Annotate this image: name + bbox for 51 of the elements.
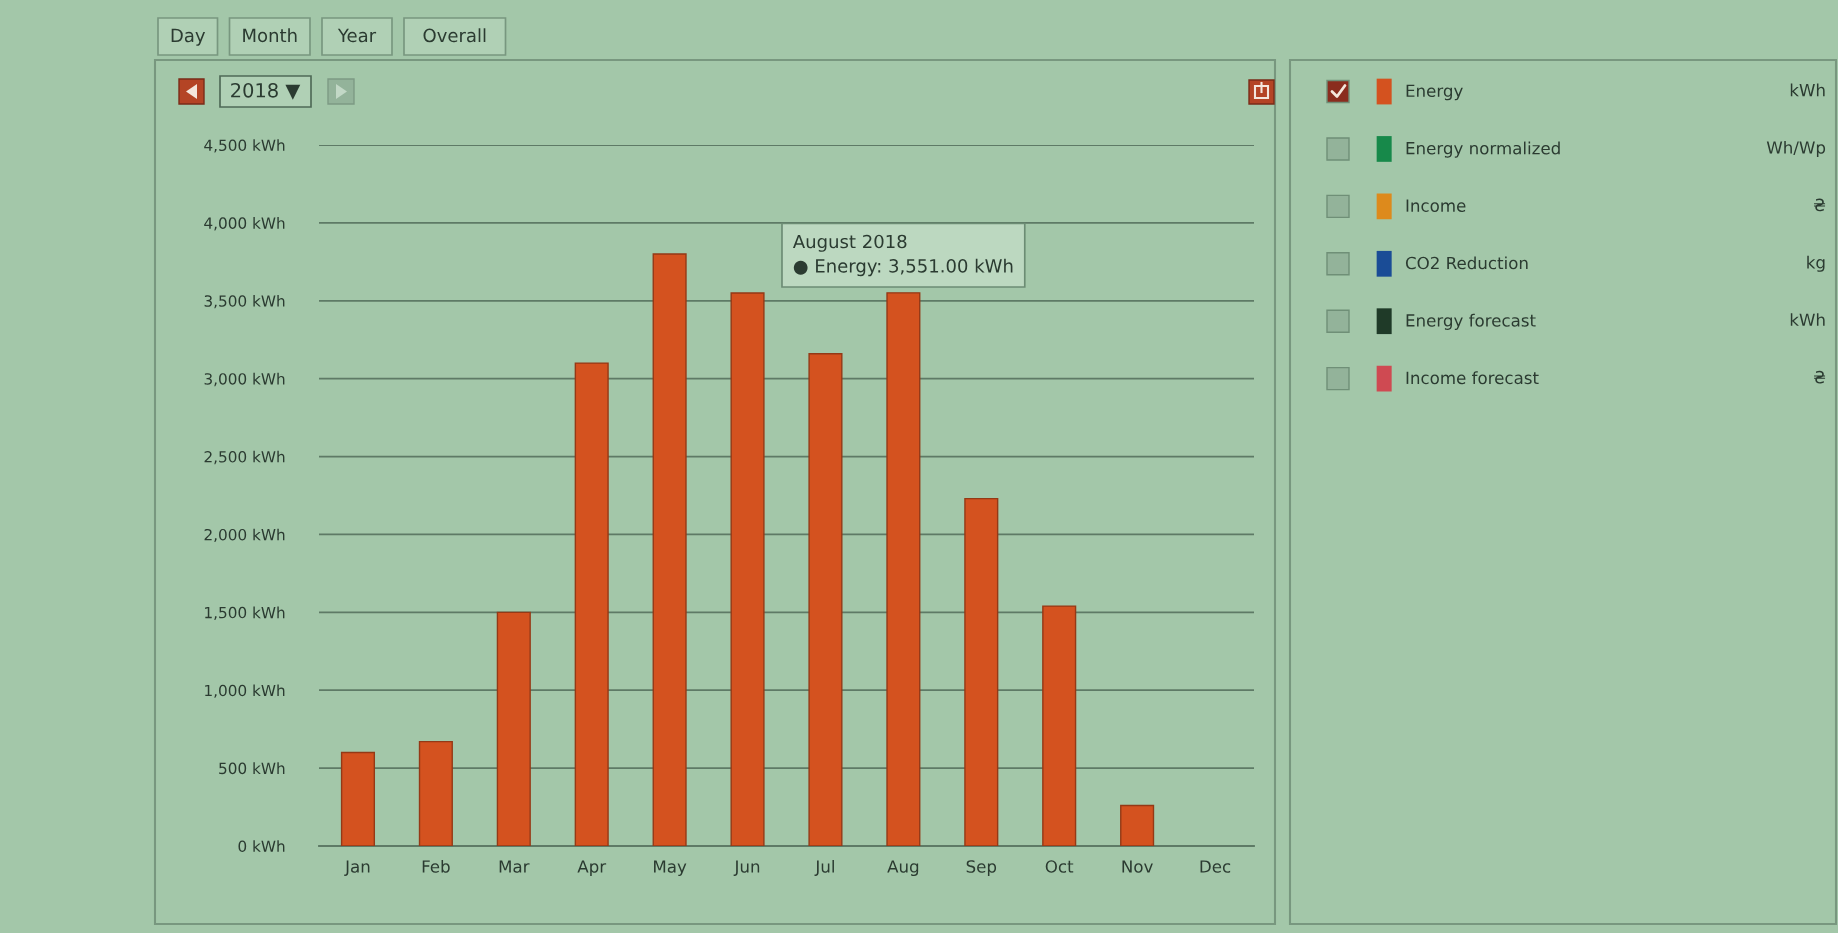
x-tick-label: Feb: [422, 859, 450, 873]
text: 2018 ▼: [231, 82, 301, 100]
x-tick-label: Jul: [814, 859, 834, 876]
bar: [964, 497, 999, 846]
legend-label: Energy forecast: [1406, 313, 1536, 330]
annotation: August 2018 ● Energy: 3,551.00 kWh: [792, 234, 1013, 277]
bar: [418, 740, 453, 846]
y-tick-label: 1,000 kWh: [205, 684, 285, 698]
text: Day: [171, 28, 206, 46]
y-tick-label: 4,500 kWh: [204, 139, 285, 153]
bar: [1120, 804, 1155, 846]
legend-label: Energy normalized: [1406, 141, 1560, 158]
bar: [340, 751, 376, 846]
text: Overall: [423, 28, 486, 43]
text: ₴: [1814, 370, 1826, 384]
x-tick-label: Dec: [1200, 860, 1231, 873]
bar: [574, 362, 609, 846]
text: Month: [243, 28, 297, 43]
bar: [1042, 605, 1077, 846]
x-tick-label: May: [654, 860, 687, 877]
legend-label: Income: [1406, 199, 1466, 212]
x-tick-label: Mar: [499, 860, 530, 873]
y-tick-label: 3,000 kWh: [204, 372, 285, 387]
legend-label: Energy: [1406, 84, 1463, 101]
x-tick-label: Jan: [344, 860, 370, 876]
x-tick-label: Oct: [1045, 860, 1074, 873]
y-tick-label: 500 kWh: [219, 762, 285, 775]
y-tick-label: 4,000 kWh: [204, 217, 285, 231]
y-tick-label: 2,500 kWh: [204, 450, 285, 465]
x-tick-label: Nov: [1122, 860, 1153, 873]
y-tick-label: 1,500 kWh: [205, 606, 285, 620]
text: kWh: [1790, 83, 1825, 97]
y-tick-label: 3,500 kWh: [204, 294, 285, 309]
text: kg: [1807, 255, 1825, 272]
text: ₴: [1814, 198, 1826, 212]
bar: [886, 292, 921, 846]
x-tick-label: Aug: [887, 860, 919, 877]
x-tick-label: Apr: [577, 860, 607, 877]
bar: [808, 353, 843, 846]
bar: [730, 292, 765, 846]
bar: [652, 253, 687, 846]
text: kWh: [1790, 313, 1825, 326]
text: Wh/Wp: [1766, 140, 1826, 158]
x-tick-label: Sep: [966, 860, 997, 877]
y-tick-label: 0 kWh: [238, 840, 285, 853]
text: Year: [337, 28, 377, 43]
x-tick-label: Jun: [733, 860, 760, 876]
y-tick-label: 2,000 kWh: [204, 528, 285, 543]
legend-label: CO2 Reduction: [1405, 256, 1528, 270]
bar: [496, 611, 531, 846]
legend-label: Income forecast: [1406, 371, 1539, 385]
